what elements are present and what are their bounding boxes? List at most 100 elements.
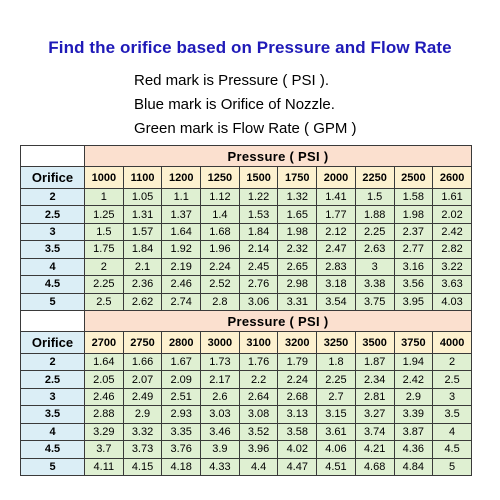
flow-rate-cell: 4.18: [161, 457, 202, 476]
pressure-value-cell: 2600: [432, 166, 472, 189]
flow-rate-cell: 1.25: [84, 205, 124, 224]
pressure-value-cell: 2000: [316, 166, 356, 189]
flow-rate-cell: 4: [432, 422, 472, 442]
flow-rate-cell: 1.05: [122, 187, 163, 207]
legend-flow-rate: Green mark is Flow Rate ( GPM ): [134, 120, 357, 137]
flow-rate-cell: 2.05: [84, 370, 124, 389]
pressure-value-cell: 1250: [200, 166, 240, 189]
flow-rate-cell: 3.74: [354, 422, 395, 442]
flow-rate-cell: 3.7: [84, 440, 124, 459]
flow-rate-cell: 1.75: [84, 240, 124, 259]
flow-rate-cell: 1.79: [277, 352, 318, 372]
flow-rate-cell: 2.98: [277, 275, 318, 294]
flow-rate-cell: 2.25: [354, 222, 395, 242]
flow-rate-cell: 4.03: [432, 292, 472, 311]
flow-rate-cell: 1.96: [200, 240, 240, 259]
flow-rate-cell: 4.15: [122, 457, 163, 476]
flow-rate-cell: 1.88: [354, 205, 395, 224]
pressure-value-cell: 2500: [393, 166, 434, 189]
flow-rate-cell: 2.17: [200, 370, 240, 389]
flow-rate-cell: 2.52: [200, 275, 240, 294]
flow-rate-cell: 3.06: [238, 292, 279, 311]
flow-rate-cell: 3.75: [354, 292, 395, 311]
flow-rate-cell: 3.56: [393, 275, 434, 294]
pressure-value-cell: 4000: [432, 331, 472, 354]
orifice-label-cell: 3.5: [20, 240, 85, 259]
table-row: 4 3.29 3.32 3.35 3.46 3.52 3.58 3.61 3.74 3.87 4: [20, 422, 472, 442]
table-row: 2 1.64 1.66 1.67 1.73 1.76 1.79 1.8 1.87 1.94 2: [20, 352, 472, 372]
pressure-value-cell: 1500: [238, 166, 279, 189]
flow-rate-cell: 1.57: [122, 222, 163, 242]
table-row: 3 2.46 2.49 2.51 2.6 2.64 2.68 2.7 2.81 2.9 3: [20, 387, 472, 407]
orifice-label-cell: 3: [20, 222, 85, 242]
flow-rate-cell: 1.4: [200, 205, 240, 224]
flow-rate-cell: 1: [84, 187, 124, 207]
orifice-label-cell: 2: [20, 352, 85, 372]
flow-rate-cell: 3.16: [393, 257, 434, 277]
pressure-value-cell: 2700: [84, 331, 124, 354]
flow-rate-cell: 3.18: [316, 275, 356, 294]
flow-rate-cell: 1.32: [277, 187, 318, 207]
flow-rate-cell: 1.65: [277, 205, 318, 224]
flow-rate-cell: 1.37: [161, 205, 202, 224]
flow-rate-cell: 2.5: [84, 292, 124, 311]
flow-rate-cell: 4.47: [277, 457, 318, 476]
legend: Red mark is Pressure ( PSI ). Blue mark …: [134, 69, 357, 141]
flow-rate-cell: 2.83: [316, 257, 356, 277]
pressure-value-cell: 2750: [122, 331, 163, 354]
flow-rate-cell: 4.02: [277, 440, 318, 459]
flow-rate-cell: 3.54: [316, 292, 356, 311]
orifice-label-cell: 5: [20, 292, 85, 311]
flow-rate-cell: 2.81: [354, 387, 395, 407]
legend-pressure: Red mark is Pressure ( PSI ).: [134, 72, 330, 89]
table-row: 4 2 2.1 2.19 2.24 2.45 2.65 2.83 3 3.16 3.22: [20, 257, 472, 277]
flow-rate-cell: 2.64: [238, 387, 279, 407]
flow-rate-cell: 1.92: [161, 240, 202, 259]
flow-rate-cell: 3.73: [122, 440, 163, 459]
flow-rate-cell: 3.15: [316, 405, 356, 424]
table-row: 5 4.11 4.15 4.18 4.33 4.4 4.47 4.51 4.68 4.84 5: [20, 457, 472, 476]
flow-rate-cell: 2.68: [277, 387, 318, 407]
flow-rate-cell: 2.2: [238, 370, 279, 389]
flow-rate-cell: 2.93: [161, 405, 202, 424]
table-row: 4.5 3.7 3.73 3.76 3.9 3.96 4.02 4.06 4.21 4.36 4.5: [20, 440, 472, 459]
flow-rate-cell: 3.87: [393, 422, 434, 442]
flow-rate-cell: 2.14: [238, 240, 279, 259]
flow-rate-cell: 2.25: [316, 370, 356, 389]
flow-rate-cell: 3.39: [393, 405, 434, 424]
flow-rate-cell: 2.7: [316, 387, 356, 407]
flow-rate-cell: 1.64: [161, 222, 202, 242]
flow-rate-cell: 2.1: [122, 257, 163, 277]
flow-rate-cell: 2.6: [200, 387, 240, 407]
flow-rate-cell: 4.33: [200, 457, 240, 476]
flow-rate-cell: 3.58: [277, 422, 318, 442]
flow-rate-cell: 1.98: [393, 205, 434, 224]
flow-rate-cell: 2.5: [432, 370, 472, 389]
pressure-value-cell: 1100: [122, 166, 163, 189]
flow-rate-cell: 2: [432, 352, 472, 372]
flow-rate-cell: 2.24: [277, 370, 318, 389]
flow-rate-cell: 1.77: [316, 205, 356, 224]
flow-rate-cell: 1.1: [161, 187, 202, 207]
flow-rate-cell: 2.02: [432, 205, 472, 224]
orifice-header: Orifice: [20, 331, 85, 354]
flow-rate-cell: 2.42: [432, 222, 472, 242]
flow-rate-cell: 2: [84, 257, 124, 277]
pressure-value-cell: 3750: [393, 331, 434, 354]
flow-rate-cell: 1.94: [393, 352, 434, 372]
flow-rate-cell: 2.36: [122, 275, 163, 294]
flow-rate-cell: 2.49: [122, 387, 163, 407]
pressure-value-cell: 3200: [277, 331, 318, 354]
orifice-label-cell: 2.5: [20, 370, 85, 389]
flow-rate-cell: 2.77: [393, 240, 434, 259]
flow-rate-cell: 2.8: [200, 292, 240, 311]
orifice-label-cell: 2.5: [20, 205, 85, 224]
pressure-value-cell: 1200: [161, 166, 202, 189]
page-title: Find the orifice based on Pressure and F…: [48, 38, 452, 57]
flow-rate-cell: 1.5: [354, 187, 395, 207]
flow-rate-cell: 2.07: [122, 370, 163, 389]
pressure-value-cell: 3100: [238, 331, 279, 354]
orifice-label-cell: 3: [20, 387, 85, 407]
flow-rate-cell: 3.38: [354, 275, 395, 294]
flow-rate-cell: 2.65: [277, 257, 318, 277]
